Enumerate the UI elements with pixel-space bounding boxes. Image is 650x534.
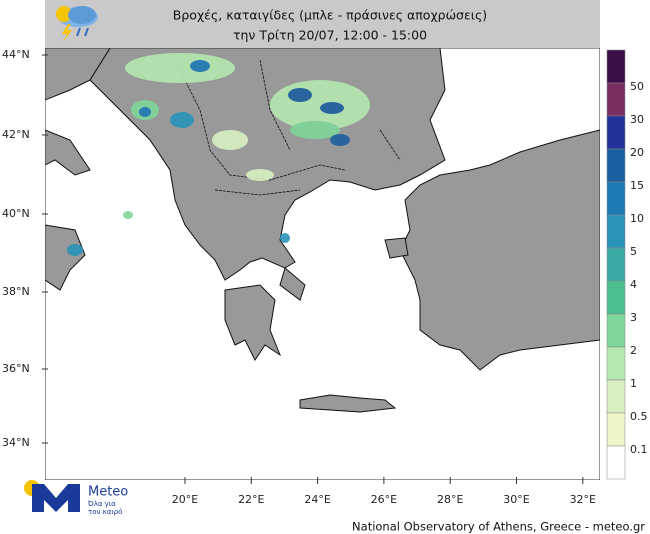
lon-label: 30°E: [503, 493, 529, 506]
evia: [279, 267, 306, 301]
colorbar-segment: [606, 82, 626, 117]
colorbar-segment: [606, 313, 626, 348]
colorbar-segment: [606, 412, 626, 447]
lon-label: 32°E: [570, 493, 596, 506]
croatia: [45, 48, 111, 101]
lat-label: 34°N: [2, 436, 30, 449]
colorbar-label: 20: [630, 146, 644, 159]
colorbar-segment: [606, 181, 626, 216]
header-band: [45, 0, 600, 48]
colorbar-segment: [606, 148, 626, 183]
colorbar-segment: [606, 379, 626, 414]
colorbar-segment: [606, 115, 626, 150]
logo-tagline: Όλα για: [87, 500, 116, 508]
longitude-labels: 20°E 22°E 24°E 26°E 28°E 30°E 32°E: [172, 477, 596, 506]
colorbar-label: 0.1: [630, 443, 648, 456]
footer: National Observatory of Athens, Greece -…: [352, 520, 645, 534]
colorbar-label: 4: [630, 278, 637, 291]
colorbar-segment: [606, 214, 626, 249]
latitude-labels: 44°N 42°N 40°N 38°N 36°N 34°N: [2, 48, 48, 449]
crete: [299, 394, 397, 413]
colorbar-label: 1: [630, 377, 637, 390]
lat-label: 40°N: [2, 207, 30, 220]
colorbar-label: 15: [630, 179, 644, 192]
colorbar-segment: [606, 346, 626, 381]
logo-name: Meteo: [88, 485, 128, 500]
lon-label: 20°E: [172, 493, 198, 506]
lon-label: 26°E: [371, 493, 397, 506]
colorbar-label: 3: [630, 311, 637, 324]
colorbar-label: 50: [630, 80, 644, 93]
title-line: την Τρίτη 20/07, 12:00 - 15:00: [233, 28, 427, 43]
colorbar-segment: [606, 280, 626, 315]
lat-label: 36°N: [2, 362, 30, 375]
italy-heel: [45, 129, 91, 176]
lat-label: 44°N: [2, 48, 30, 61]
colorbar-label: 2: [630, 344, 637, 357]
colorbar-label: 10: [630, 212, 644, 225]
lesvos: [384, 237, 409, 259]
logo-tagline: τον καιρό: [88, 508, 122, 516]
colorbar: 50 30 20 15 10 5 4 3 2 1 0.5 0.1: [606, 49, 648, 480]
rain-areas: [67, 53, 370, 256]
peloponnese: [224, 284, 282, 361]
title-line: Βροχές, καταιγίδες (μπλε - πράσινες αποχ…: [173, 8, 487, 23]
lon-label: 24°E: [304, 493, 330, 506]
logo: Meteo Όλα για τον καιρό: [24, 480, 128, 516]
calabria: [45, 224, 86, 291]
colorbar-label: 0.5: [630, 410, 648, 423]
lat-label: 42°N: [2, 128, 30, 141]
borders: [174, 59, 401, 196]
weather-icon: [56, 6, 98, 42]
colorbar-label: 30: [630, 113, 644, 126]
colorbar-segment: [606, 49, 626, 84]
lon-label: 22°E: [238, 493, 264, 506]
turkey: [399, 129, 600, 371]
lon-label: 28°E: [437, 493, 463, 506]
colorbar-label: 5: [630, 245, 637, 258]
map-area: [45, 48, 600, 480]
colorbar-segment: [606, 445, 626, 480]
colorbar-segment: [606, 247, 626, 282]
lat-label: 38°N: [2, 285, 30, 298]
